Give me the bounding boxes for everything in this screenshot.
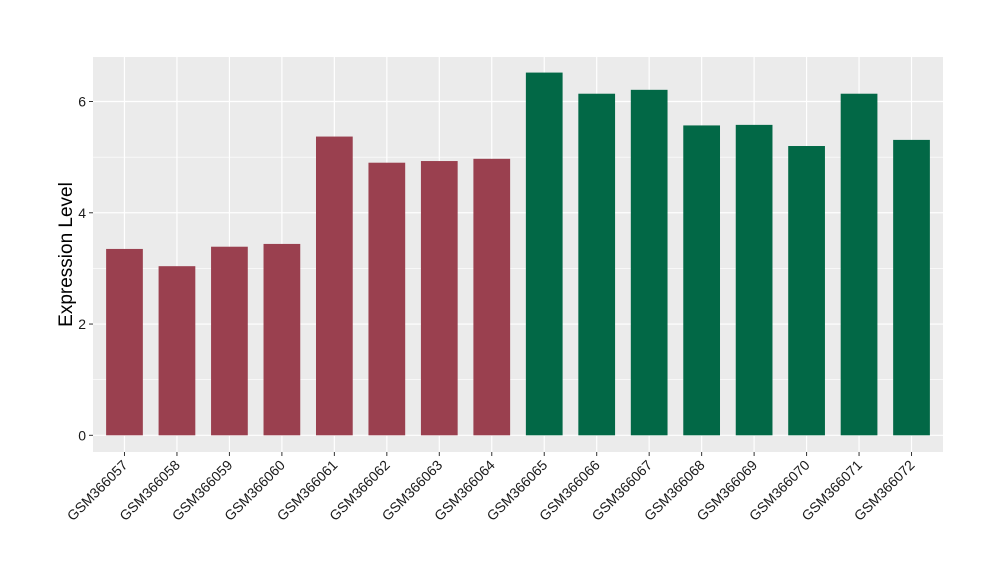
y-tick-label: 6 bbox=[78, 94, 86, 110]
bar bbox=[106, 248, 143, 436]
y-tick-label: 0 bbox=[78, 427, 86, 443]
bars bbox=[106, 72, 930, 436]
x-axis: GSM366057GSM366058GSM366059GSM366060GSM3… bbox=[64, 452, 918, 524]
y-tick-label: 2 bbox=[78, 316, 86, 332]
bar bbox=[840, 93, 878, 436]
y-axis-title: Expression Level bbox=[56, 182, 77, 327]
bar bbox=[315, 136, 353, 436]
bar bbox=[893, 139, 930, 436]
bar bbox=[788, 146, 825, 436]
y-axis: 0 2 4 6 bbox=[78, 94, 93, 443]
bar bbox=[630, 89, 668, 436]
bar bbox=[211, 246, 248, 436]
bar bbox=[578, 93, 616, 436]
bar bbox=[263, 243, 301, 436]
bar bbox=[420, 161, 458, 436]
bar bbox=[368, 162, 406, 436]
bar bbox=[473, 158, 511, 436]
bar bbox=[683, 125, 721, 436]
y-tick-label: 4 bbox=[78, 205, 86, 221]
bar bbox=[735, 124, 773, 436]
bar bbox=[158, 266, 196, 436]
bar bbox=[525, 72, 563, 436]
